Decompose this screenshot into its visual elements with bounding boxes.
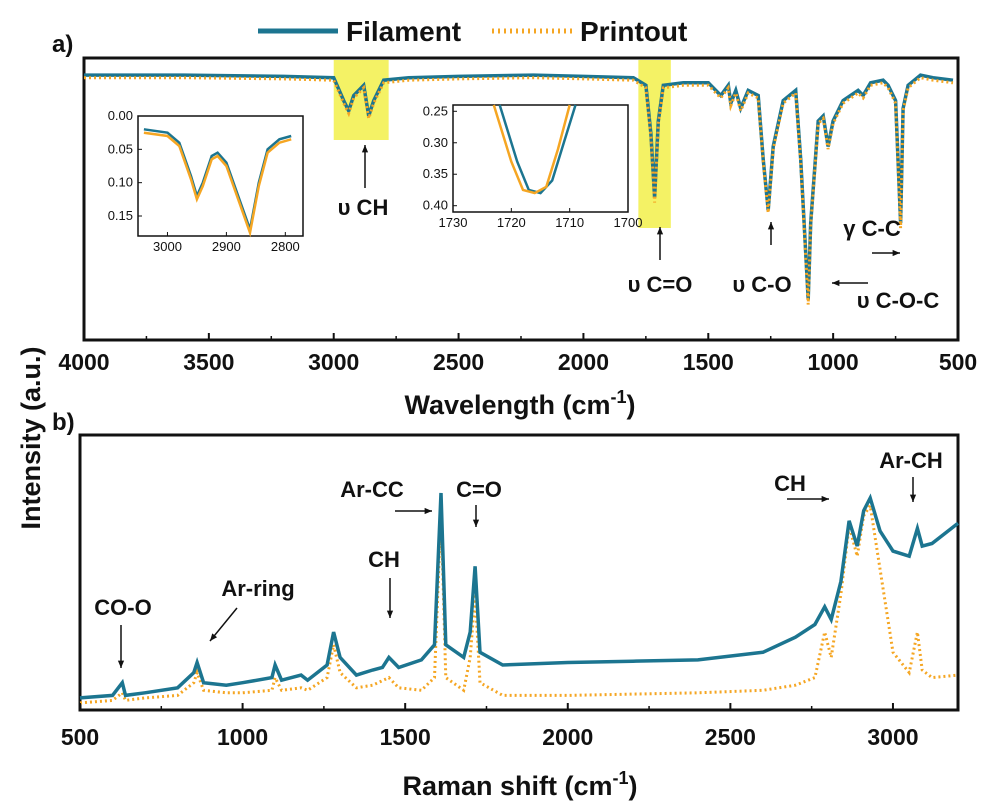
inset-x-tick-label: 3000 <box>153 239 182 254</box>
annotation-arrowhead <box>767 222 775 230</box>
annotation-arrowhead <box>117 660 125 668</box>
inset-ch-region: 3000 2900 2800 0.00 0.05 0.10 0.15 <box>108 108 304 254</box>
inset-frame <box>452 104 629 213</box>
inset-series-line-printout <box>492 104 571 195</box>
peak-annotation: CO-O <box>94 595 151 620</box>
x-tick-label: 3000 <box>308 349 359 375</box>
legend: Filament Printout <box>258 16 687 47</box>
x-tick-label: 2500 <box>433 349 484 375</box>
panel-b-frame <box>78 433 960 712</box>
inset-y-tick-label: 0.00 <box>108 108 133 123</box>
peak-annotation: υ C=O <box>628 272 693 297</box>
inset-y-tick-label: 0.30 <box>423 135 448 150</box>
annotation-arrowhead <box>386 610 394 618</box>
inset-y-tick-label: 0.10 <box>108 175 133 190</box>
peak-annotation: Ar-CH <box>879 448 943 473</box>
annotation-arrowhead <box>909 494 917 502</box>
x-tick-label: 1500 <box>683 349 734 375</box>
x-tick-label: 1500 <box>380 724 431 750</box>
highlight-band <box>638 60 671 228</box>
panel-a-x-ticks: 4000 3500 3000 2500 2000 1500 1000 500 <box>58 333 977 375</box>
panel-label-b: b) <box>52 409 75 436</box>
panel-a-plot: 4000 3500 3000 2500 2000 1500 1000 500 υ CH υ C=… <box>58 56 977 420</box>
panel-b-series <box>79 492 960 705</box>
x-tick-label: 1000 <box>217 724 268 750</box>
peak-annotation: C=O <box>456 477 502 502</box>
inset-y-tick-label: 0.35 <box>423 166 448 181</box>
x-tick-label: 2500 <box>705 724 756 750</box>
panel-b-annotations: CO-O Ar-ring CH Ar-CC C=O CH Ar-CH <box>94 448 943 668</box>
series-line-printout <box>79 501 959 705</box>
annotation-arrowhead <box>892 249 900 257</box>
annotation-arrowhead <box>472 519 480 527</box>
annotation-arrowhead <box>424 507 432 515</box>
y-axis-label: Intensity (a.u.) <box>16 346 46 529</box>
peak-annotation: Ar-ring <box>221 576 294 601</box>
panel-b-x-ticks: 500 1000 1500 2000 2500 3000 <box>61 703 919 750</box>
panel-a-x-axis-title: Wavelength (cm-1) <box>404 387 635 420</box>
inset-y-tick-label: 0.25 <box>423 103 448 118</box>
panel-a-annotations: υ CH υ C=O υ C-O υ C-O-C γ C-C <box>338 145 940 313</box>
peak-annotation: CH <box>774 471 806 496</box>
annotation-arrowhead <box>361 145 369 153</box>
inset-x-tick-label: 1710 <box>555 215 584 230</box>
inset-frame <box>137 115 304 237</box>
inset-series-line-printout <box>143 131 292 238</box>
inset-y-tick-label: 0.15 <box>108 208 133 223</box>
x-tick-label: 3000 <box>867 724 918 750</box>
panel-a-insets: 3000 2900 2800 0.00 0.05 0.10 0.15 1730 1720 1710… <box>108 103 643 254</box>
legend-filament-label: Filament <box>346 16 461 47</box>
x-tick-label: 4000 <box>58 349 109 375</box>
inset-x-tick-label: 2800 <box>271 239 300 254</box>
panel-b-x-axis-title: Raman shift (cm-1) <box>402 768 637 801</box>
inset-series-line-filament <box>498 104 577 195</box>
legend-printout-label: Printout <box>580 16 687 47</box>
inset-co-region: 1730 1720 1710 1700 0.25 0.30 0.35 0.40 <box>423 103 643 230</box>
x-tick-label: 500 <box>61 724 99 750</box>
panel-label-a: a) <box>52 31 73 58</box>
series-line-filament <box>79 492 960 700</box>
annotation-arrowhead <box>210 633 218 641</box>
annotation-arrowhead <box>656 227 664 235</box>
panel-a-series <box>84 73 954 305</box>
peak-annotation: υ C-O-C <box>857 288 940 313</box>
annotation-arrowhead <box>832 279 840 287</box>
panel-b-plot: 500 1000 1500 2000 2500 3000 CO-O Ar-ring CH Ar-… <box>61 433 960 801</box>
inset-y-tick-label: 0.40 <box>423 198 448 213</box>
inset-x-tick-label: 2900 <box>212 239 241 254</box>
x-tick-label: 3500 <box>183 349 234 375</box>
peak-annotation: γ C-C <box>843 216 901 241</box>
inset-x-tick-label: 1700 <box>614 215 643 230</box>
x-tick-label: 1000 <box>808 349 859 375</box>
peak-annotation: υ CH <box>338 195 389 220</box>
x-tick-label: 2000 <box>542 724 593 750</box>
peak-annotation: Ar-CC <box>340 477 404 502</box>
peak-annotation: υ C-O <box>732 272 791 297</box>
inset-x-tick-label: 1730 <box>439 215 468 230</box>
x-tick-label: 500 <box>939 349 977 375</box>
inset-x-tick-label: 1720 <box>497 215 526 230</box>
inset-y-tick-label: 0.05 <box>108 141 133 156</box>
x-tick-label: 2000 <box>558 349 609 375</box>
peak-annotation: CH <box>368 547 400 572</box>
annotation-arrowhead <box>821 495 829 503</box>
